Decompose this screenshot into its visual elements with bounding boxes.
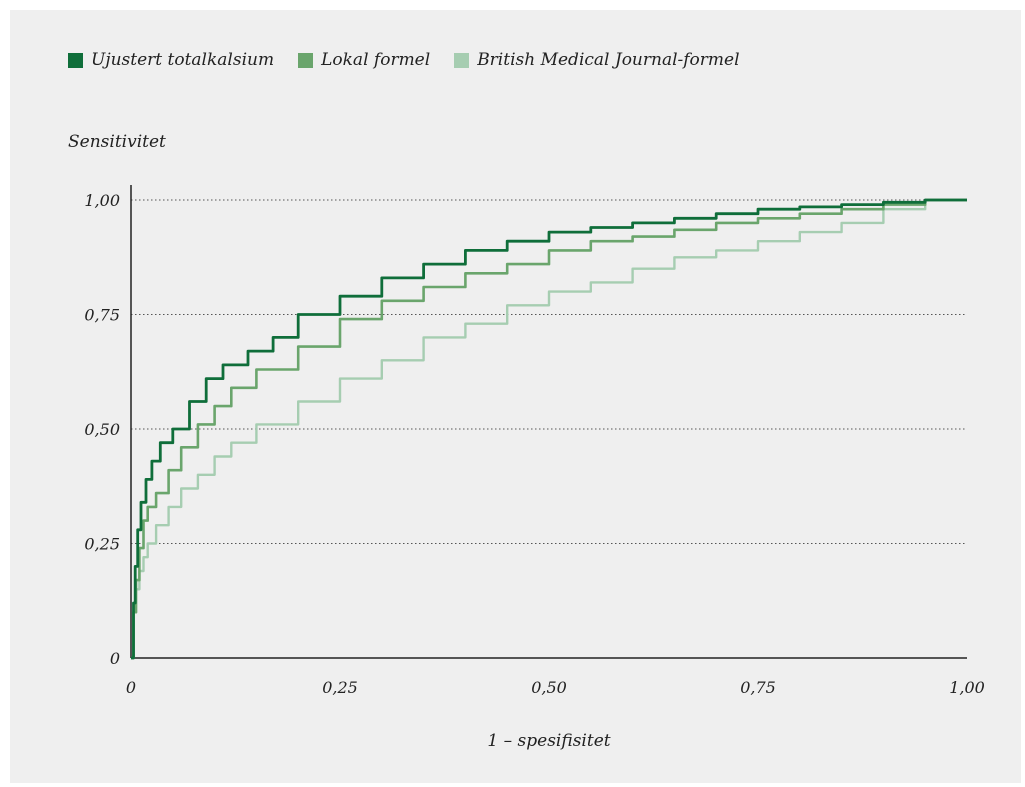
tick-labels: 0 0,25 0,50 0,75 1,00 0 0,25 0,50 0,75 1,00 [84, 191, 984, 697]
y-tick-label-0: 0 [110, 649, 120, 668]
series-line-1 [131, 198, 967, 660]
legend-item-lokal: Lokal formel [298, 50, 430, 70]
series-lines [131, 198, 967, 660]
gridlines [131, 199, 967, 544]
legend-swatch-ujustert [68, 52, 83, 68]
axes [130, 185, 967, 659]
x-tick-label-2: 0,50 [531, 678, 567, 697]
x-tick-label-4: 1,00 [949, 678, 985, 697]
x-tick-label-3: 0,75 [740, 678, 776, 697]
series-line-2 [131, 198, 967, 660]
x-tick-label-0: 0 [126, 678, 136, 697]
x-tick-label-1: 0,25 [322, 678, 358, 697]
legend-item-bmj: British Medical Journal-formel [454, 50, 740, 70]
chart-panel [10, 10, 1021, 783]
y-tick-label-4: 1,00 [84, 191, 120, 210]
legend-label-ujustert: Ujustert totalkalsium [91, 50, 275, 70]
x-axis-title: 1 – spesifisitet [487, 731, 610, 751]
y-tick-label-1: 0,25 [84, 535, 120, 554]
y-tick-label-3: 0,75 [84, 306, 120, 325]
legend-item-ujustert: Ujustert totalkalsium [68, 50, 274, 70]
legend-swatch-lokal [298, 52, 314, 68]
legend-swatch-bmj [454, 52, 470, 68]
legend-label-bmj: British Medical Journal-formel [477, 50, 740, 70]
legend: Ujustert totalkalsium Lokal formel Briti… [68, 50, 764, 70]
series-line-0 [131, 198, 967, 660]
y-axis-title: Sensitivitet [68, 132, 166, 152]
y-tick-label-2: 0,50 [84, 420, 120, 439]
legend-label-lokal: Lokal formel [321, 50, 431, 70]
